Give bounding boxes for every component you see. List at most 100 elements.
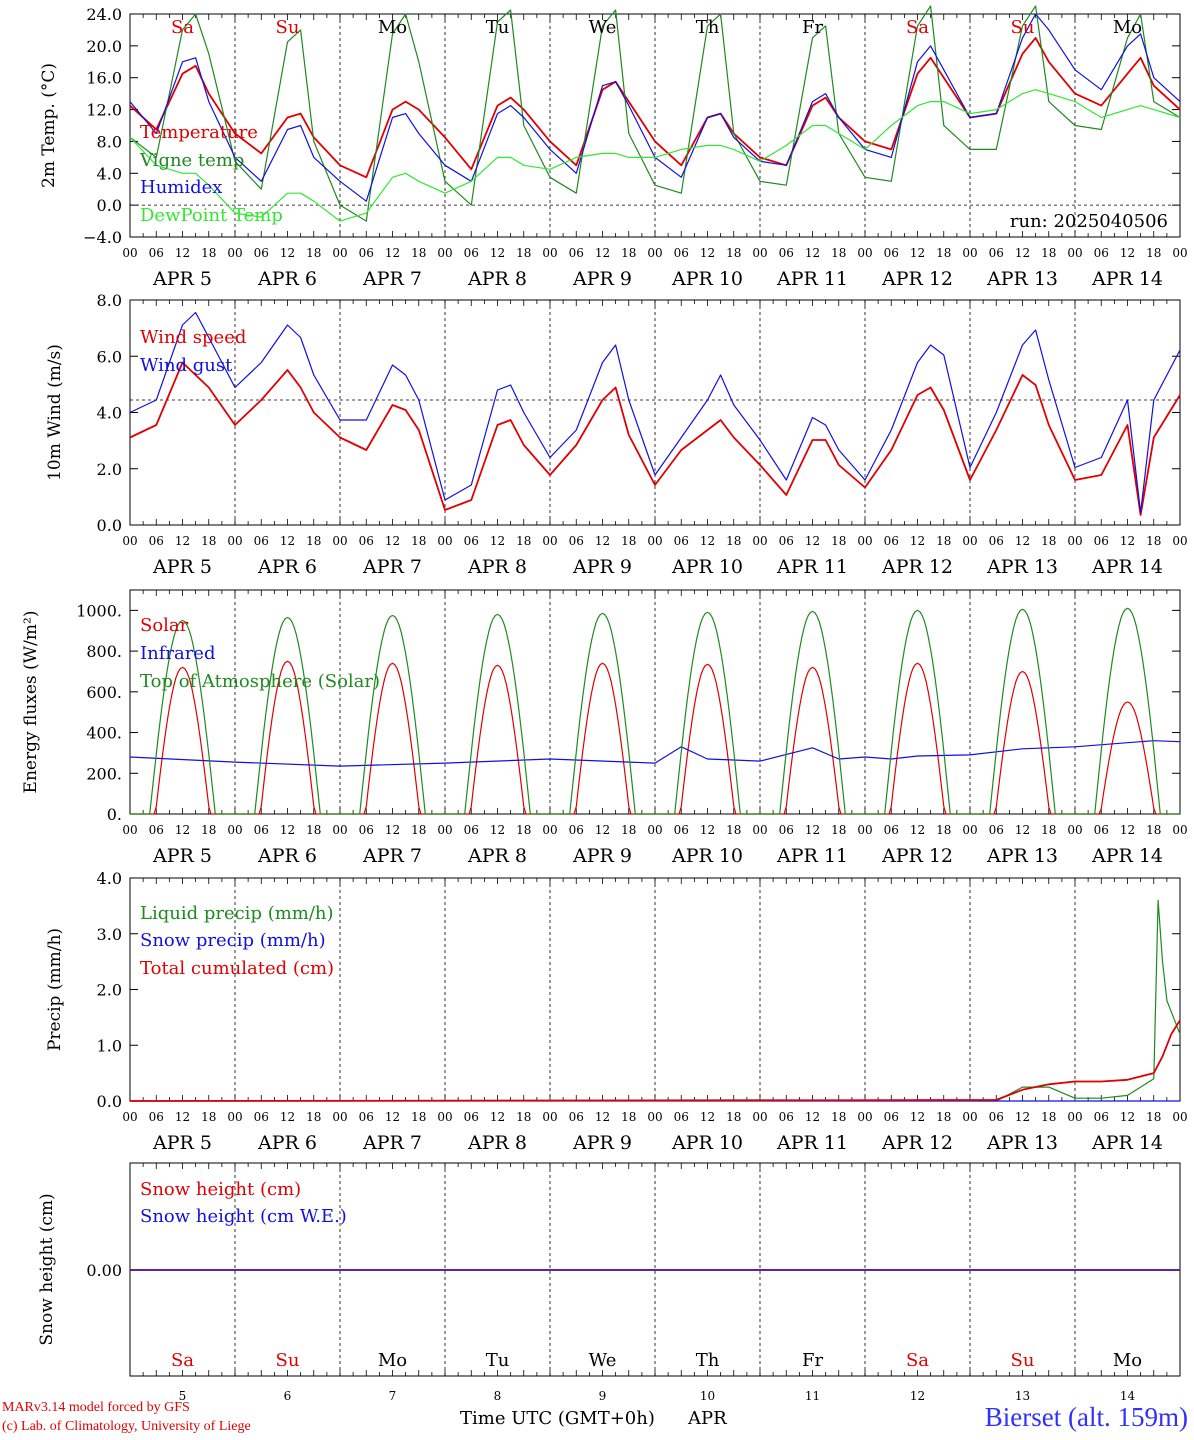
- y-tick-label: 200.: [86, 764, 122, 783]
- date-label: APR 6: [257, 268, 317, 290]
- date-label: APR 10: [671, 556, 743, 578]
- date-label: APR 6: [257, 1132, 317, 1154]
- hour-tick-label: 06: [674, 823, 689, 837]
- day-number-label: 11: [805, 1389, 820, 1403]
- hour-tick-label: 18: [516, 246, 531, 260]
- hour-tick-label: 00: [647, 246, 662, 260]
- hour-tick-label: 12: [1120, 246, 1135, 260]
- hour-tick-label: 06: [359, 534, 374, 548]
- legend-entry: Vigne temp: [139, 150, 244, 171]
- hour-tick-label: 00: [332, 823, 347, 837]
- y-tick-label: 400.: [86, 724, 122, 743]
- hour-tick-label: 18: [411, 246, 426, 260]
- day-number-label: 10: [700, 1389, 715, 1403]
- hour-tick-label: 06: [884, 246, 899, 260]
- series-top-of-atmosphere-solar: [130, 607, 1180, 815]
- hour-tick-label: 18: [1146, 823, 1161, 837]
- hour-tick-label: 18: [831, 246, 846, 260]
- hour-tick-label: 18: [201, 246, 216, 260]
- hour-tick-label: 00: [1067, 1110, 1082, 1124]
- weekday-label: Su: [1011, 17, 1035, 38]
- hour-tick-label: 18: [726, 1110, 741, 1124]
- hour-tick-label: 00: [752, 246, 767, 260]
- hour-tick-label: 06: [674, 1110, 689, 1124]
- date-label: APR 6: [257, 845, 317, 867]
- date-label: APR 13: [986, 556, 1058, 578]
- weekday-label: Mo: [1113, 1350, 1142, 1371]
- hour-tick-label: 06: [1094, 534, 1109, 548]
- hour-tick-label: 06: [884, 1110, 899, 1124]
- hour-tick-label: 12: [910, 1110, 925, 1124]
- hour-tick-label: 18: [201, 823, 216, 837]
- hour-tick-label: 12: [175, 534, 190, 548]
- hour-tick-label: 12: [385, 534, 400, 548]
- hour-tick-label: 18: [1146, 1110, 1161, 1124]
- y-axis-title: Energy fluxes (W/m²): [21, 611, 41, 794]
- day-number-label: 6: [284, 1389, 292, 1403]
- hour-tick-label: 06: [464, 823, 479, 837]
- hour-tick-label: 06: [359, 1110, 374, 1124]
- hour-tick-label: 12: [385, 246, 400, 260]
- hour-tick-label: 06: [674, 534, 689, 548]
- hour-tick-label: 12: [175, 1110, 190, 1124]
- hour-tick-label: 18: [621, 534, 636, 548]
- hour-tick-label: 06: [464, 534, 479, 548]
- legend-entry: Snow height (cm): [140, 1179, 301, 1200]
- y-tick-label: 8.0: [97, 132, 122, 151]
- hour-tick-label: 00: [437, 246, 452, 260]
- y-tick-label: 0.: [107, 805, 122, 824]
- hour-tick-label: 00: [1067, 246, 1082, 260]
- lab-credit-line: (c) Lab. of Climatology, University of L…: [2, 1419, 251, 1434]
- date-label: APR 10: [671, 1132, 743, 1154]
- hour-tick-label: 12: [1120, 534, 1135, 548]
- hour-tick-label: 00: [1172, 246, 1187, 260]
- hour-tick-label: 12: [805, 823, 820, 837]
- hour-tick-label: 06: [359, 823, 374, 837]
- hour-tick-label: 00: [437, 534, 452, 548]
- hour-tick-label: 12: [805, 246, 820, 260]
- legend-entry: Solar: [140, 615, 189, 636]
- hour-tick-label: 06: [569, 534, 584, 548]
- date-label: APR 14: [1091, 1132, 1163, 1154]
- legend-entry: Snow precip (mm/h): [140, 930, 326, 951]
- date-label: APR 14: [1091, 845, 1163, 867]
- plot-frame: [129, 589, 1181, 815]
- hour-tick-label: 00: [227, 246, 242, 260]
- hour-tick-label: 06: [779, 823, 794, 837]
- date-label: APR 13: [986, 268, 1058, 290]
- hour-tick-label: 00: [122, 534, 137, 548]
- weekday-label: Fr: [802, 1350, 823, 1371]
- hour-tick-label: 06: [254, 534, 269, 548]
- hour-tick-label: 06: [569, 246, 584, 260]
- hour-tick-label: 06: [254, 246, 269, 260]
- hour-tick-label: 18: [621, 823, 636, 837]
- y-tick-label: 4.0: [97, 869, 122, 888]
- hour-tick-label: 06: [359, 246, 374, 260]
- date-label: APR 9: [572, 1132, 632, 1154]
- hour-tick-label: 00: [1067, 534, 1082, 548]
- hour-tick-label: 06: [254, 823, 269, 837]
- y-tick-label: 2.0: [97, 460, 122, 479]
- date-label: APR 11: [776, 268, 848, 290]
- hour-tick-label: 12: [595, 823, 610, 837]
- hour-tick-label: 18: [831, 1110, 846, 1124]
- hour-tick-label: 06: [884, 534, 899, 548]
- hour-tick-label: 00: [332, 246, 347, 260]
- hour-tick-label: 18: [831, 534, 846, 548]
- hour-tick-label: 12: [175, 246, 190, 260]
- hour-tick-label: 06: [779, 1110, 794, 1124]
- hour-tick-label: 06: [149, 823, 164, 837]
- hour-tick-label: 18: [726, 534, 741, 548]
- hour-tick-label: 18: [516, 534, 531, 548]
- series-layer: [129, 5, 1181, 1271]
- hour-tick-label: 00: [857, 823, 872, 837]
- hour-tick-label: 12: [910, 246, 925, 260]
- y-axis-title: Precip (mm/h): [45, 928, 65, 1051]
- x-axis-month: APR: [687, 1408, 727, 1429]
- date-label: APR 8: [467, 268, 527, 290]
- weekday-label: Sa: [171, 17, 194, 38]
- y-tick-label: −4.0: [83, 228, 122, 247]
- hour-tick-label: 12: [490, 1110, 505, 1124]
- y-tick-label: 16.0: [86, 69, 122, 88]
